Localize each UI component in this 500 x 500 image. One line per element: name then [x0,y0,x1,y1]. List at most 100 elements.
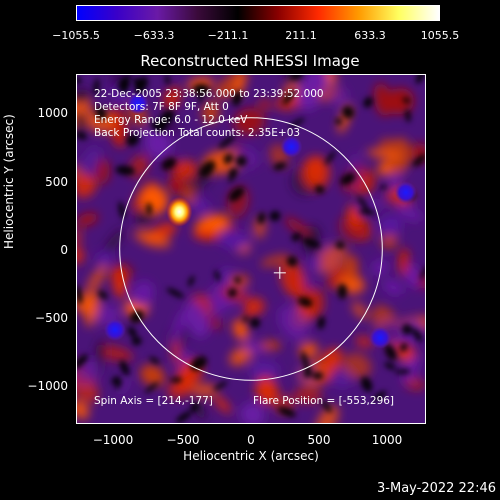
image-texture-dark [379,185,388,190]
image-texture-blob [193,229,219,241]
image-texture-blob [185,300,209,338]
image-texture-blob [191,198,210,214]
cold-spot [280,135,303,158]
image-texture-blob [343,254,359,283]
image-texture-dark [399,342,408,352]
image-texture-blob [366,149,403,159]
image-texture-dark [273,162,287,171]
image-texture-dark [146,202,152,216]
image-texture-dark [161,157,177,170]
image-texture-blob [76,212,99,226]
image-texture-blob [76,89,90,105]
image-texture-blob [171,309,186,345]
image-texture-dark [242,315,249,322]
image-texture-blob [378,215,402,236]
image-texture-blob [293,387,323,404]
image-texture-blob [258,99,272,110]
image-texture-dark [341,105,355,119]
image-texture-blob [218,230,250,250]
header-detectors: Detectors: 7F 8F 9F, Att 0 [94,101,229,113]
image-texture-blob [101,227,125,259]
image-texture-dark [170,377,183,383]
image-texture-blob [208,317,222,330]
image-texture-dark [303,366,312,379]
header-method-counts: Back Projection Total counts: 2.35E+03 [94,127,301,139]
image-texture-blob [372,259,388,276]
image-texture-blob [134,230,171,248]
image-texture-dark [335,241,345,249]
image-texture-dark [118,201,126,220]
image-texture-dark [282,89,296,105]
y-axis-title: Heliocentric Y (arcsec) [2,114,16,249]
image-texture-dark [93,78,100,96]
image-texture-dark [115,165,135,176]
image-texture-blob [405,265,420,288]
image-texture-dark [317,315,326,330]
image-texture-dark [126,133,140,147]
image-texture-dark [325,150,336,165]
colorbar-tick: 633.3 [354,29,386,42]
image-texture-dark [269,210,281,222]
image-texture-dark [111,375,120,385]
image-texture-blob [278,305,309,341]
image-texture-dark [228,287,237,298]
solar-limb-circle [119,117,383,381]
y-tick-label: 500 [45,175,68,189]
image-texture-dark [98,290,108,300]
header-energy-range: Energy Range: 6.0 - 12.0 keV [94,114,248,126]
image-texture-blob [96,345,134,362]
cold-spot [126,92,149,115]
image-texture-blob [328,86,349,107]
flare-position-label: Flare Position = [-553,296] [253,395,395,407]
cold-spot [369,326,392,349]
image-texture-blob [118,374,129,395]
x-tick-label: −1000 [92,433,134,447]
image-texture-blob [234,108,265,135]
image-texture-dark [228,186,245,202]
flare-source [166,196,193,227]
image-plot-area[interactable] [76,74,426,424]
image-texture-dark [214,270,221,282]
image-texture-blob [351,301,368,320]
image-texture-blob [279,259,306,298]
image-texture-dark [76,131,88,140]
image-texture-dark [150,120,168,133]
colorbar-tick: −1055.5 [52,29,100,42]
image-texture-blob [76,174,97,198]
y-tick-label: 0 [60,243,68,257]
image-texture-blob [307,157,324,181]
image-texture-dark [164,74,170,85]
image-texture-dark [134,76,148,94]
x-tick-label: 0 [247,433,255,447]
spin-axis-label: Spin Axis = [214,-177] [94,395,213,407]
image-texture-blob [232,319,249,341]
image-texture-dark [405,108,411,123]
image-texture-blob [380,231,398,249]
header-time-range: 22-Dec-2005 23:38:56.000 to 23:39:52.000 [94,88,324,100]
image-texture-blob [168,180,187,194]
image-texture-dark [175,411,192,424]
image-texture-blob [347,204,360,229]
image-texture-dark [373,391,387,401]
image-texture-dark [337,283,347,300]
image-texture-dark [149,356,160,364]
y-tick-label: 1000 [37,106,68,120]
image-texture-dark [290,74,304,80]
image-texture-dark [314,185,325,194]
image-texture-dark [213,381,228,391]
image-texture-blob [326,265,345,290]
image-texture-dark [334,118,343,125]
image-texture-blob [140,364,165,387]
image-texture-blob [167,378,194,399]
image-texture-blob [296,80,319,111]
image-texture-blob [109,108,127,148]
image-texture-blob [240,402,265,424]
image-texture-dark [95,106,107,121]
image-texture-dark [411,328,423,342]
colorbar-tick: −211.1 [207,29,249,42]
image-texture-dark [415,74,426,84]
reconstructed-image [76,74,426,424]
image-texture-dark [277,406,296,418]
x-tick-label: −500 [166,433,200,447]
colorbar-tick: 211.1 [285,29,317,42]
